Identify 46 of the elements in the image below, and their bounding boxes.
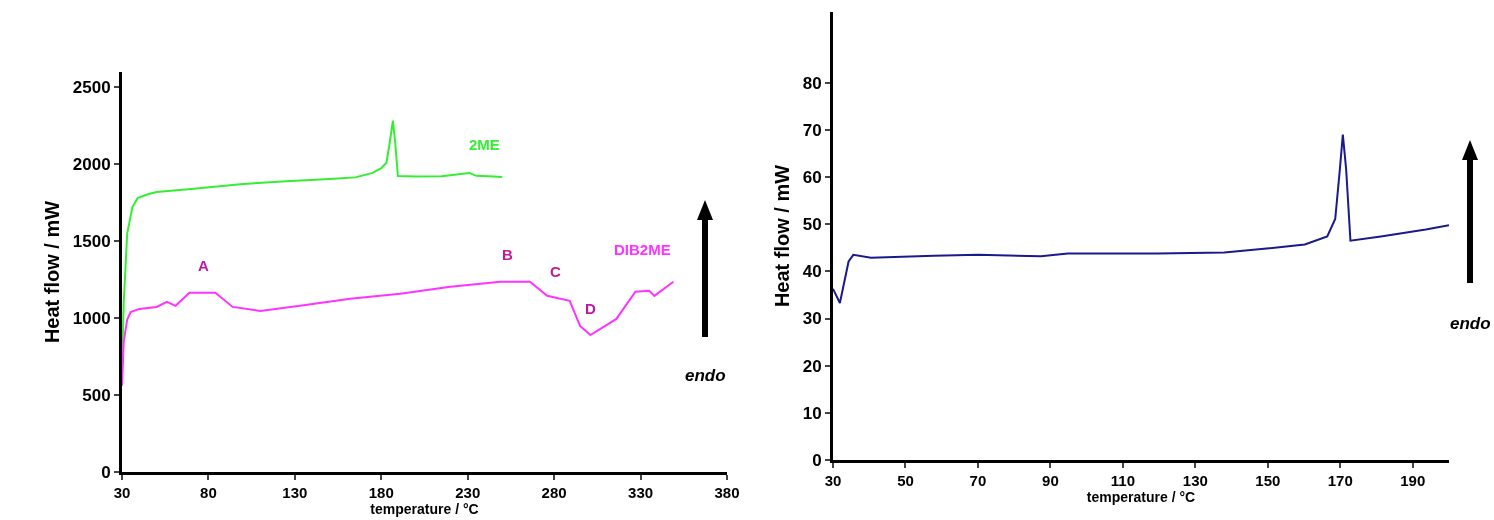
- y-tick-label: 10: [802, 403, 822, 423]
- y-tick-label: 70: [802, 120, 822, 140]
- y-tick-label: 80: [802, 73, 822, 93]
- annotation: B: [502, 246, 513, 263]
- x-tick-label: 30: [824, 472, 842, 489]
- y-tick-label: 0: [812, 450, 822, 470]
- series-label: 2ME: [469, 136, 500, 153]
- x-tick-label: 130: [282, 484, 308, 501]
- x-tick-label: 50: [897, 472, 914, 489]
- text: endo: [1450, 314, 1491, 333]
- series-label: DIB2ME: [614, 241, 671, 258]
- y-tick-label: 1000: [72, 309, 111, 329]
- x-tick-label: 130: [1182, 472, 1208, 489]
- annotation: endo: [685, 366, 726, 385]
- x-tick-label: 30: [113, 484, 131, 501]
- line-series: [122, 280, 675, 387]
- y-tick-label: 20: [802, 356, 822, 376]
- y-tick-label: 2000: [72, 155, 111, 175]
- x-tick-label: 170: [1327, 472, 1353, 489]
- x-tick-label: 80: [200, 484, 217, 501]
- y-tick-label: 0: [101, 462, 111, 482]
- annotation: A: [198, 257, 209, 274]
- x-tick-label: 190: [1400, 472, 1426, 489]
- x-tick-label: 280: [541, 484, 567, 501]
- annotation: C: [550, 263, 561, 280]
- line-series: [833, 133, 1449, 304]
- annotation: D: [585, 300, 596, 317]
- x-tick-label: 330: [628, 484, 654, 501]
- y-tick-label: 1500: [72, 232, 111, 252]
- y-tick-label: 60: [802, 168, 822, 187]
- y-axis-title: Heat flow / mW: [771, 164, 794, 308]
- x-tick-label: 180: [368, 484, 394, 501]
- x-tick-label: 70: [969, 472, 987, 489]
- y-axis-title: Heat flow / mW: [41, 200, 64, 344]
- x-tick-label: 90: [1042, 472, 1059, 489]
- x-tick-label: 110: [1110, 472, 1135, 489]
- x-axis-title: temperature / °C: [370, 501, 479, 517]
- x-tick-label: 150: [1255, 472, 1281, 489]
- x-axis-title: temperature / °C: [1086, 489, 1196, 505]
- y-tick-label: 500: [82, 386, 111, 406]
- y-tick-label: 50: [802, 215, 822, 235]
- y-tick-label: 40: [802, 262, 822, 282]
- x-tick-label: 380: [714, 484, 740, 501]
- y-tick-label: 2500: [72, 78, 111, 98]
- x-tick-label: 230: [455, 484, 481, 501]
- y-tick-label: 30: [802, 309, 822, 329]
